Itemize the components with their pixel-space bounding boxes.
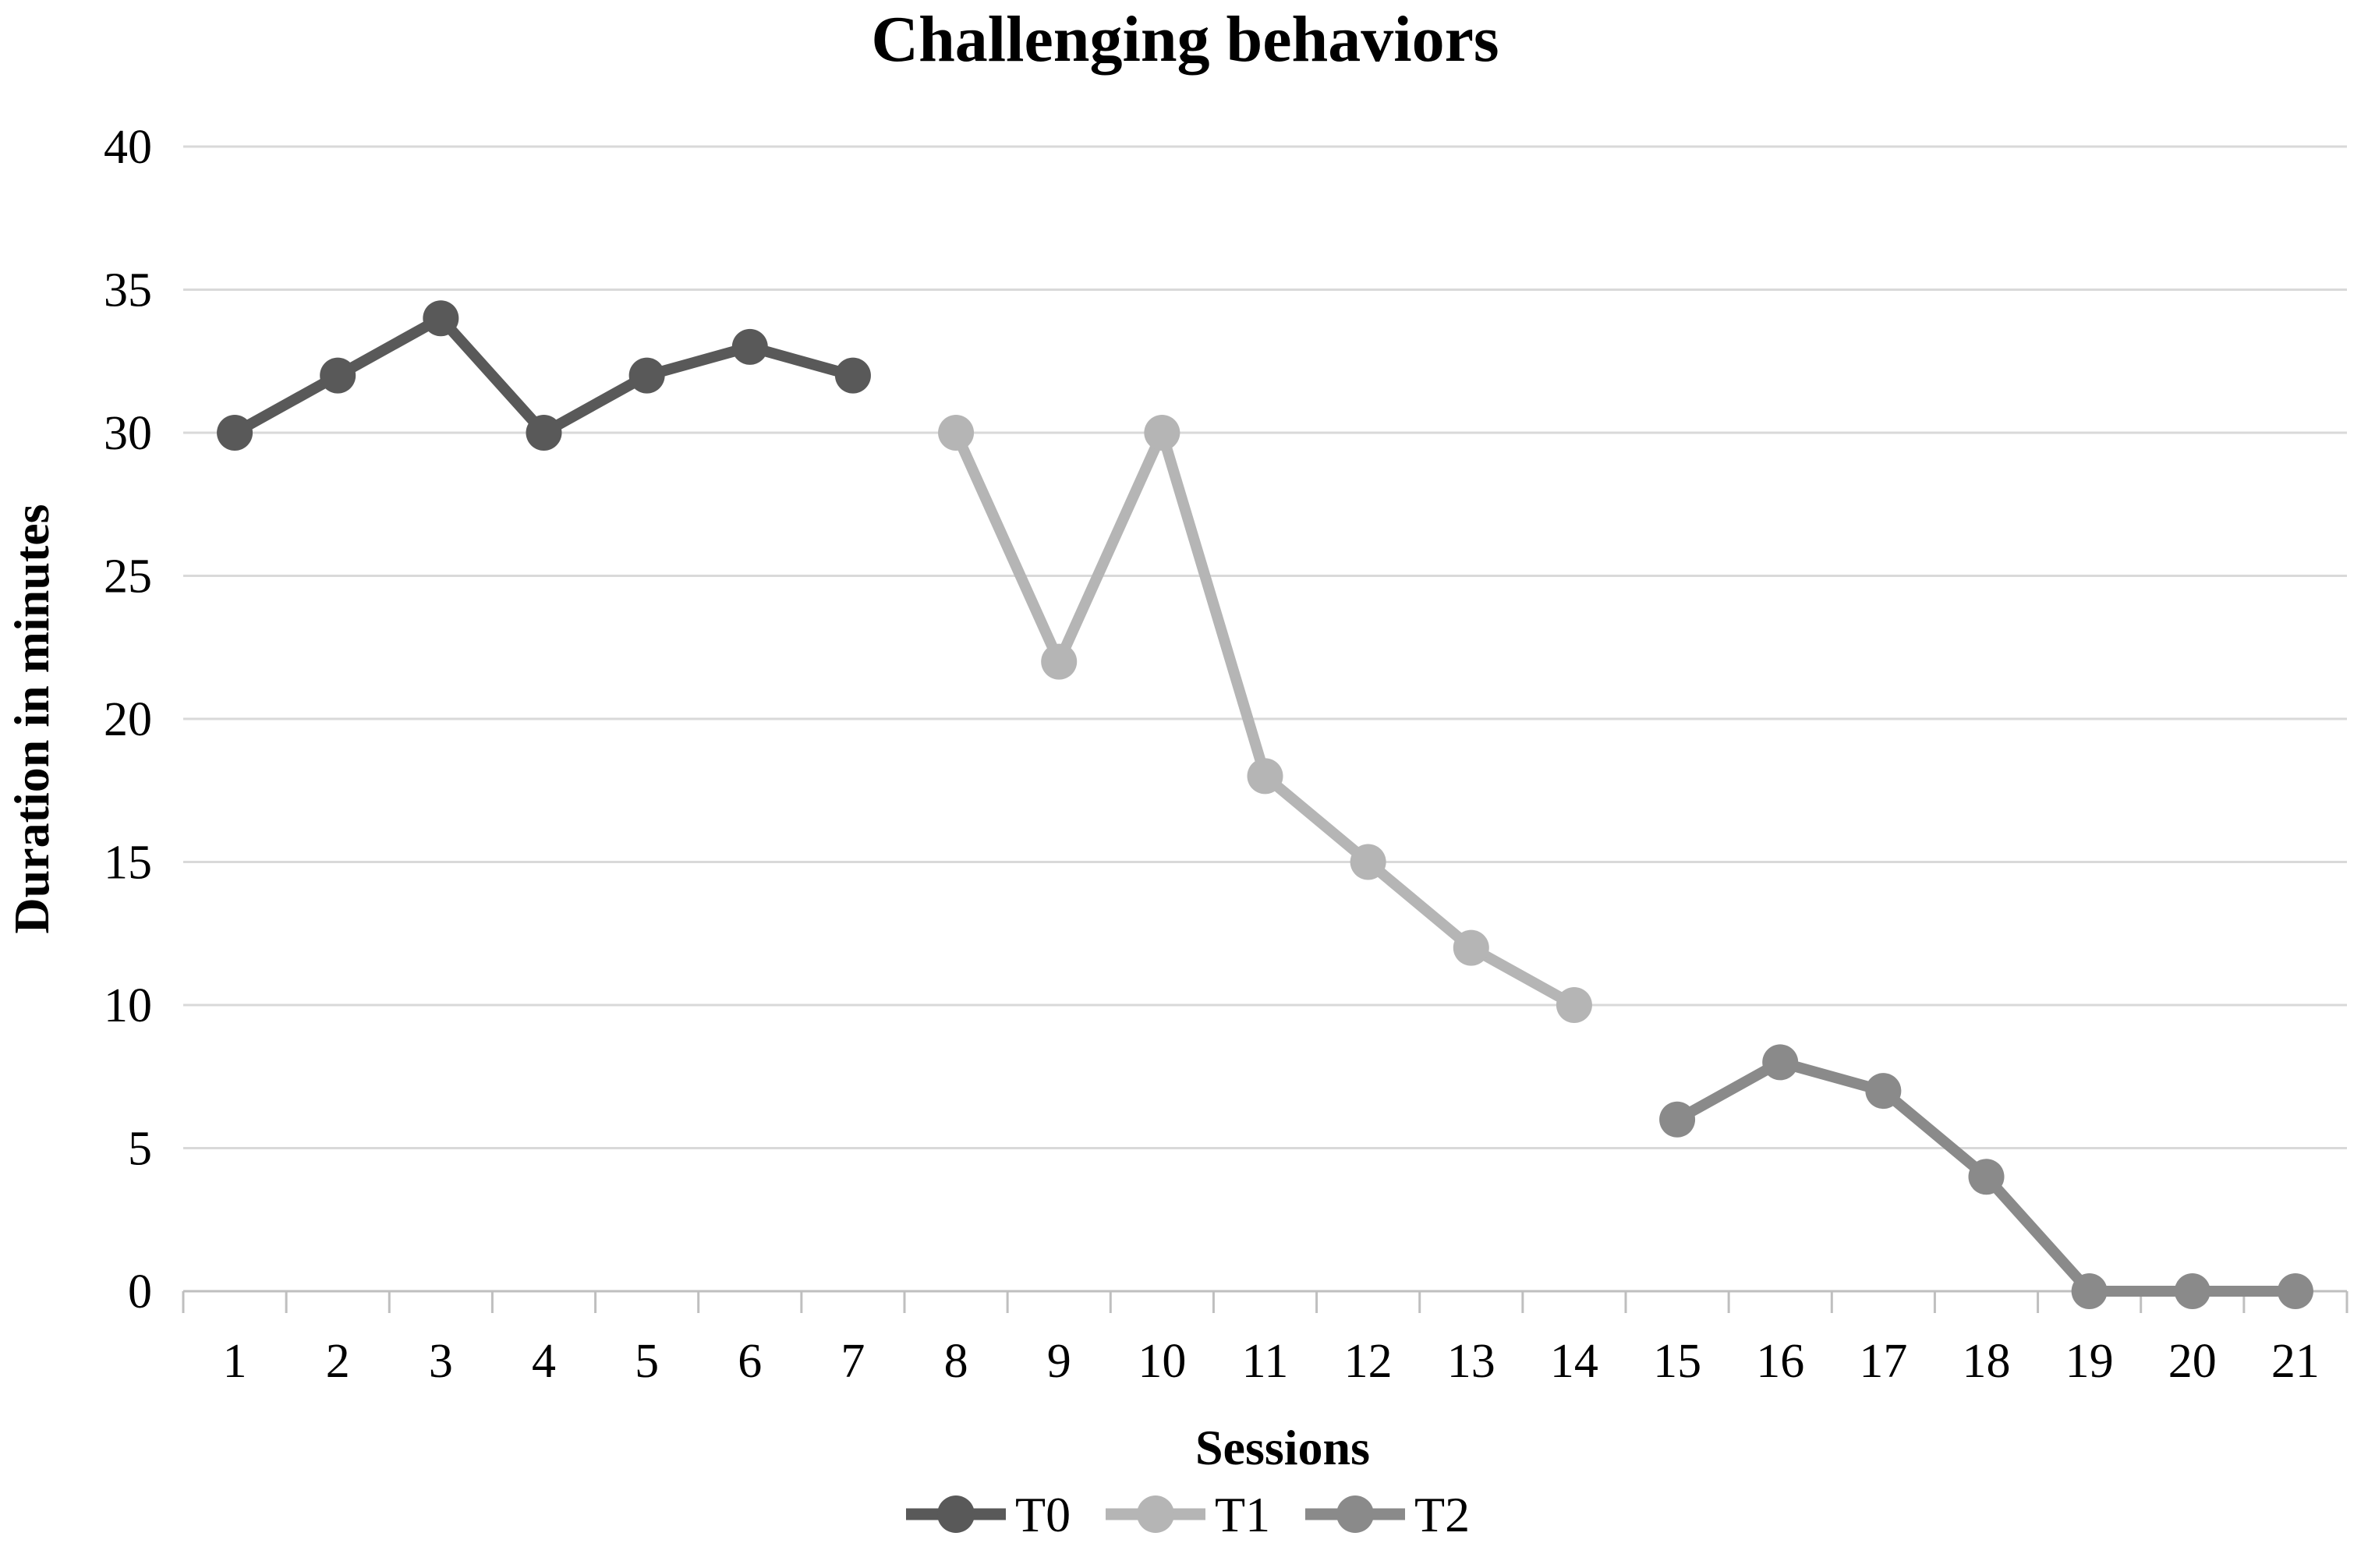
legend-marker-t2-icon <box>1336 1495 1374 1533</box>
x-tick-label-4: 4 <box>532 1335 556 1388</box>
x-tick-label-11: 11 <box>1242 1335 1289 1388</box>
x-tick-label-16: 16 <box>1756 1335 1804 1388</box>
legend-marker-t0-icon <box>937 1495 975 1533</box>
data-point-T1-session-10 <box>1144 415 1180 451</box>
x-tick-label-5: 5 <box>635 1335 659 1388</box>
y-tick-label-35: 35 <box>104 264 152 317</box>
data-point-T2-session-18 <box>1968 1159 2005 1195</box>
chart-title: Challenging behaviors <box>871 3 1499 76</box>
y-axis-tick-labels: 0 5 10 15 20 25 30 35 40 <box>104 121 152 1318</box>
x-tick-label-19: 19 <box>2065 1335 2114 1388</box>
x-tick-label-13: 13 <box>1447 1335 1495 1388</box>
data-point-T0-session-1 <box>217 415 253 451</box>
legend-label-t1: T1 <box>1215 1487 1270 1542</box>
x-tick-label-14: 14 <box>1550 1335 1598 1388</box>
data-point-T1-session-8 <box>938 415 975 451</box>
legend-item-t2: T2 <box>1305 1487 1470 1542</box>
data-point-T1-session-13 <box>1453 929 1489 966</box>
data-point-T2-session-16 <box>1762 1044 1799 1081</box>
x-tick-label-2: 2 <box>326 1335 350 1388</box>
y-tick-label-15: 15 <box>104 837 152 890</box>
x-axis-title: Sessions <box>1195 1420 1370 1475</box>
x-tick-label-6: 6 <box>738 1335 762 1388</box>
data-point-T2-session-19 <box>2071 1273 2108 1309</box>
data-point-T0-session-2 <box>320 357 356 394</box>
x-tick-label-17: 17 <box>1859 1335 1907 1388</box>
x-tick-label-15: 15 <box>1653 1335 1701 1388</box>
x-tick-label-9: 9 <box>1047 1335 1071 1388</box>
legend-item-t0: T0 <box>906 1487 1071 1542</box>
x-tick-label-21: 21 <box>2271 1335 2320 1388</box>
data-point-T1-session-11 <box>1247 758 1283 795</box>
x-tick-label-7: 7 <box>841 1335 865 1388</box>
y-tick-label-40: 40 <box>104 121 152 174</box>
legend-item-t1: T1 <box>1106 1487 1270 1542</box>
y-tick-label-10: 10 <box>104 979 152 1032</box>
x-tick-label-18: 18 <box>1963 1335 2011 1388</box>
data-point-T0-session-6 <box>731 328 768 365</box>
data-point-T1-session-9 <box>1041 643 1078 680</box>
series-layer <box>217 300 2313 1309</box>
legend-label-t0: T0 <box>1015 1487 1071 1542</box>
x-tick-label-3: 3 <box>429 1335 453 1388</box>
data-point-T2-session-21 <box>2277 1273 2313 1309</box>
data-point-T1-session-12 <box>1350 844 1386 880</box>
gridlines <box>183 145 2347 1293</box>
y-tick-label-0: 0 <box>128 1265 152 1318</box>
y-tick-label-25: 25 <box>104 550 152 603</box>
x-tick-label-10: 10 <box>1138 1335 1186 1388</box>
legend: T0 T1 T2 <box>906 1487 1470 1542</box>
y-tick-label-5: 5 <box>128 1123 152 1176</box>
x-axis: 1 2 3 4 5 6 7 8 9 10 11 12 13 14 15 16 17 18 19 20 21 <box>182 1291 2349 1388</box>
data-point-T2-session-20 <box>2174 1273 2210 1309</box>
data-point-T0-session-4 <box>526 415 562 451</box>
data-point-T0-session-7 <box>834 357 871 394</box>
legend-label-t2: T2 <box>1414 1487 1470 1542</box>
x-tick-label-1: 1 <box>223 1335 247 1388</box>
data-point-T2-session-15 <box>1659 1101 1696 1138</box>
data-point-T0-session-3 <box>423 300 459 337</box>
x-tick-label-8: 8 <box>944 1335 968 1388</box>
legend-marker-t1-icon <box>1137 1495 1174 1533</box>
y-tick-label-20: 20 <box>104 693 152 746</box>
data-point-T1-session-14 <box>1556 987 1592 1023</box>
data-point-T0-session-5 <box>628 357 665 394</box>
y-tick-label-30: 30 <box>104 407 152 460</box>
x-tick-label-20: 20 <box>2168 1335 2217 1388</box>
data-point-T2-session-17 <box>1865 1073 1902 1110</box>
y-axis-title: Duration in minutes <box>4 504 59 933</box>
x-tick-label-12: 12 <box>1344 1335 1393 1388</box>
